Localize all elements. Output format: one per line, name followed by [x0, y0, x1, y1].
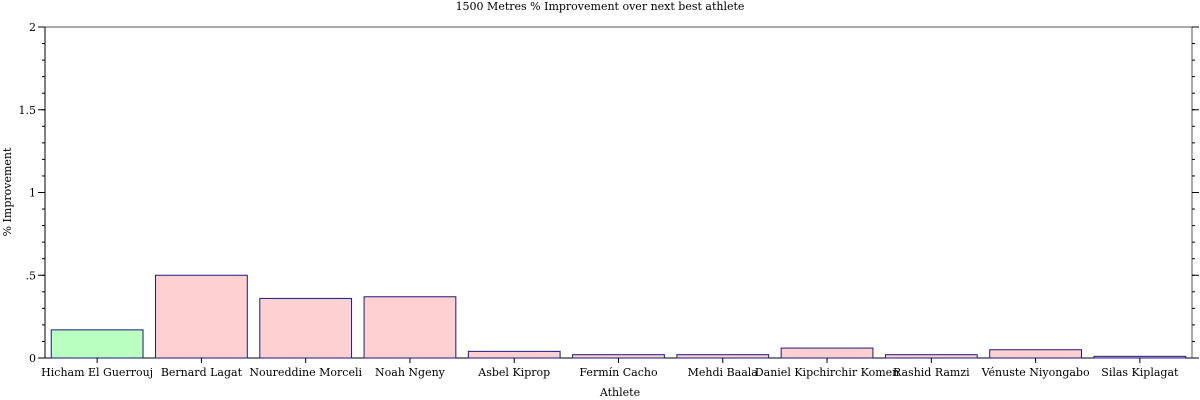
bar: [259, 297, 353, 359]
x-tick-label: Silas Kiplagat: [1101, 366, 1179, 379]
x-tick-label: Noah Ngeny: [375, 366, 446, 379]
chart-title: 1500 Metres % Improvement over next best…: [456, 0, 745, 13]
x-tick-label: Noureddine Morceli: [249, 366, 362, 379]
bar: [884, 354, 978, 359]
bar: [676, 354, 770, 359]
x-tick-label: Asbel Kiprop: [477, 366, 550, 379]
x-tick-label: Daniel Kipchirchir Komen: [755, 366, 899, 379]
bar: [155, 274, 248, 359]
bar: [467, 350, 561, 359]
y-tick-label: 1.5: [19, 104, 37, 117]
y-tick-label: 2: [29, 21, 36, 34]
plot-area: 0 .5 1 1.5 2 Hicham El Guerrouj Bernard Lagat N…: [19, 21, 1199, 379]
x-axis-title: Athlete: [599, 386, 640, 399]
x-tick-label: Fermín Cacho: [579, 366, 658, 379]
bar: [1093, 355, 1187, 359]
y-axis-title: % Improvement: [1, 147, 14, 236]
x-tick-label: Mehdi Baala: [688, 366, 759, 379]
x-tick-label: Rashid Ramzi: [893, 366, 970, 379]
x-tick-label: Vénuste Niyongabo: [981, 366, 1090, 379]
y-tick-label: 1: [29, 187, 36, 200]
bar: [50, 329, 144, 359]
bar: [989, 349, 1082, 359]
bar: [572, 354, 665, 359]
y-tick-label: .5: [26, 269, 37, 282]
bar: [780, 347, 874, 359]
bar: [363, 296, 457, 359]
y-tick-label: 0: [29, 352, 36, 365]
x-tick-label: Bernard Lagat: [161, 366, 243, 379]
x-tick-label: Hicham El Guerrouj: [41, 366, 153, 379]
